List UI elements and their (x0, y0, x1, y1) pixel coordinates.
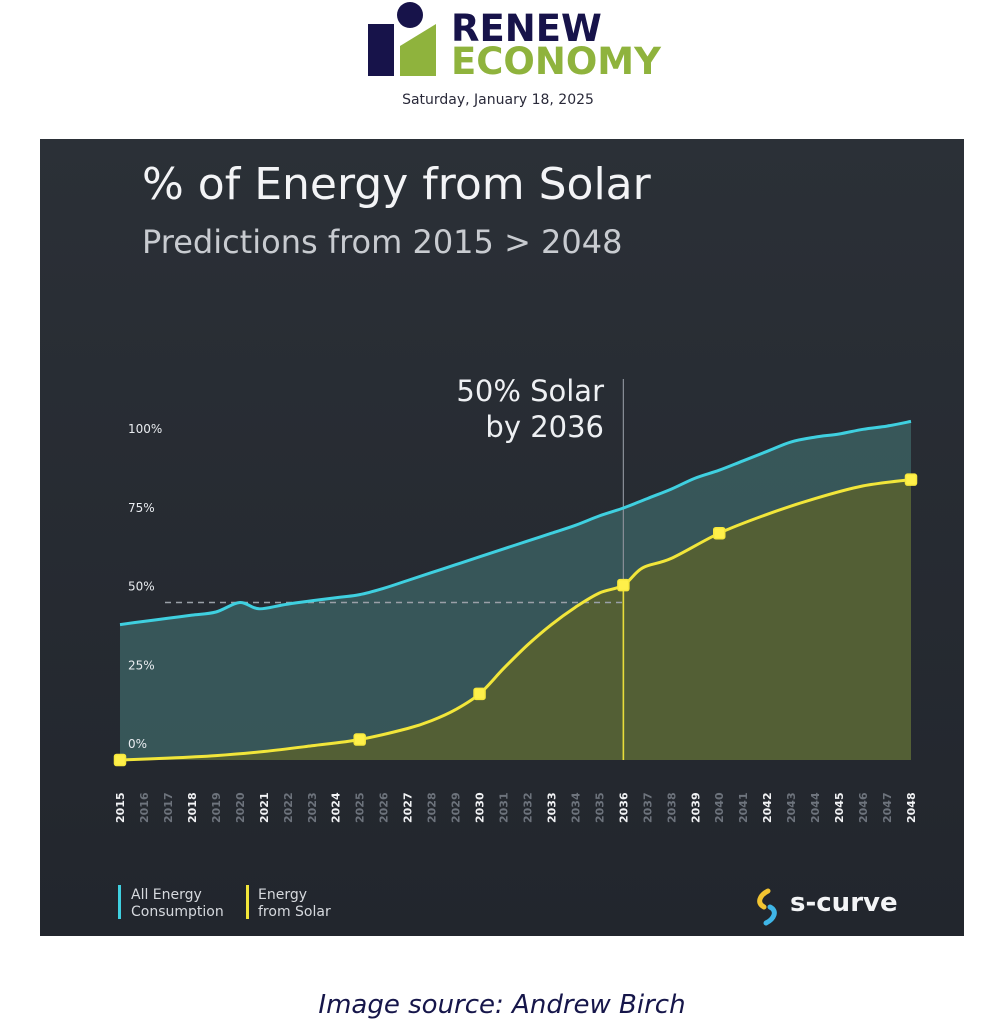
logo-renew-text[interactable]: RENEW (451, 7, 602, 50)
s-curve-logo-icon (757, 888, 771, 910)
y-tick-label: 75% (128, 501, 155, 515)
x-tick-label: 2034 (569, 792, 582, 823)
x-tick-label: 2042 (761, 792, 774, 823)
legend-label-all-energy-line2: Consumption (131, 904, 224, 920)
x-tick-label: 2021 (258, 792, 271, 823)
x-tick-label: 2022 (282, 792, 295, 823)
solar-energy-line (119, 478, 912, 762)
legend-swatch-solar (246, 885, 249, 919)
x-tick-label: 2038 (665, 792, 678, 823)
x-tick-label: 2018 (186, 792, 199, 823)
logo-economy-text[interactable]: ECONOMY (451, 40, 661, 83)
x-tick-label: 2040 (713, 792, 726, 823)
x-tick-label: 2026 (378, 792, 391, 823)
renew-economy-logo-icon[interactable] (366, 0, 440, 78)
solar-markers (113, 473, 918, 767)
x-axis-ticks: 2015 2016 2017 2018 2019 2020 2021 2022 2023 2024… (114, 792, 918, 823)
x-tick-label: 2027 (402, 792, 415, 823)
x-tick-label: 2032 (521, 792, 534, 823)
y-tick-label: 100% (128, 422, 162, 436)
x-tick-label: 2037 (641, 792, 654, 823)
legend-swatch-all-energy (118, 885, 121, 919)
x-tick-label: 2016 (138, 792, 151, 823)
annotation-line2: by 2036 (485, 410, 604, 444)
s-curve-logo-icon-lower (763, 904, 777, 926)
legend-label-all-energy-line1: All Energy (131, 887, 202, 903)
chart-image-panel: % of Energy from Solar Predictions from … (40, 139, 964, 936)
x-tick-label: 2048 (905, 792, 918, 823)
x-tick-label: 2043 (785, 792, 798, 823)
solar-data-marker (113, 753, 127, 767)
solar-data-marker (473, 687, 486, 701)
legend: All Energy Consumption Energy from Solar (118, 885, 331, 920)
legend-label-solar-line2: from Solar (258, 904, 331, 920)
annotation-line1: 50% Solar (456, 374, 604, 408)
y-tick-label: 50% (128, 580, 155, 594)
site-header: RENEW ECONOMY Saturday, January 18, 2025 (0, 0, 996, 140)
x-tick-label: 2031 (498, 792, 511, 823)
s-curve-brand-text: s-curve (790, 888, 898, 918)
x-tick-label: 2019 (210, 792, 223, 823)
x-tick-label: 2015 (114, 792, 127, 823)
x-tick-label: 2045 (833, 792, 846, 823)
x-tick-label: 2023 (306, 792, 319, 823)
x-tick-label: 2035 (593, 792, 606, 823)
x-tick-label: 2041 (737, 792, 750, 823)
solar-energy-area (120, 479, 911, 760)
y-axis-ticks: 0% 25% 50% 75% 100% (128, 422, 162, 751)
chart-title: % of Energy from Solar (142, 159, 652, 210)
chart-subtitle: Predictions from 2015 > 2048 (142, 223, 622, 261)
x-tick-label: 2036 (617, 792, 630, 823)
x-tick-label: 2047 (881, 792, 894, 823)
y-tick-label: 0% (128, 737, 147, 751)
x-tick-label: 2017 (162, 792, 175, 823)
x-tick-label: 2044 (809, 792, 822, 823)
x-tick-label: 2046 (857, 792, 870, 823)
legend-label-solar-line1: Energy (258, 887, 307, 903)
solar-data-marker (904, 473, 918, 486)
x-tick-label: 2024 (330, 792, 343, 823)
y-tick-label: 25% (128, 658, 155, 672)
image-source-caption: Image source: Andrew Birch (318, 990, 686, 1020)
solar-data-marker (353, 733, 366, 746)
x-tick-label: 2039 (689, 792, 702, 823)
solar-data-marker (617, 578, 630, 592)
x-tick-label: 2029 (450, 792, 463, 823)
x-tick-label: 2033 (545, 792, 558, 823)
x-tick-label: 2025 (354, 792, 367, 823)
all-energy-line (119, 419, 912, 627)
s-curve-brand: s-curve (757, 888, 898, 926)
header-date: Saturday, January 18, 2025 (402, 92, 594, 108)
x-tick-label: 2028 (426, 792, 439, 823)
solar-energy-chart: % of Energy from Solar Predictions from … (40, 139, 964, 936)
solar-data-marker (712, 526, 726, 540)
x-tick-label: 2020 (234, 792, 247, 823)
x-tick-label: 2030 (474, 792, 487, 823)
